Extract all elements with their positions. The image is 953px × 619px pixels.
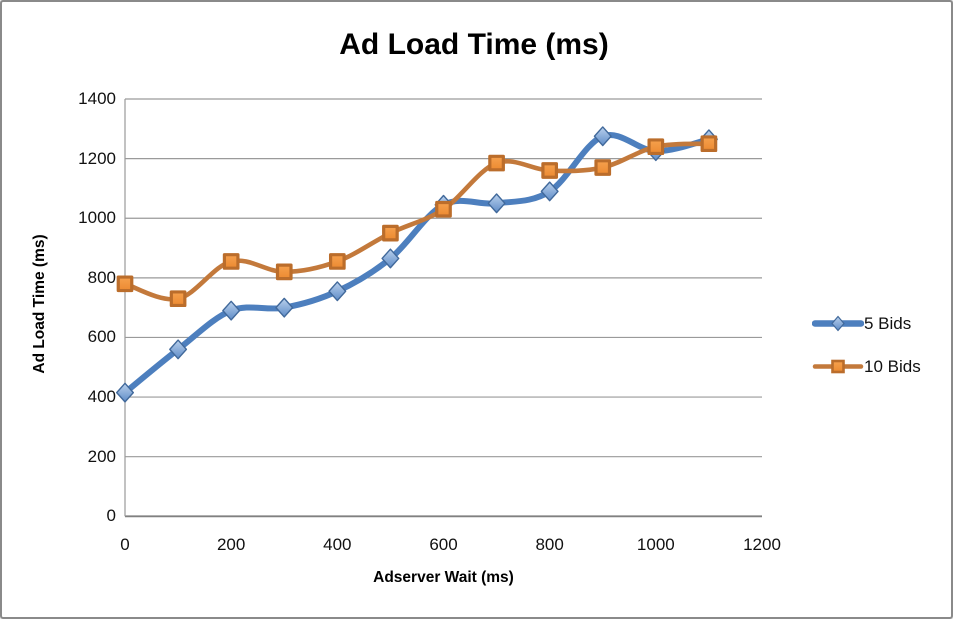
data-point-marker-diamond: [487, 193, 506, 214]
x-tick-label: 200: [216, 535, 246, 554]
y-tick-label: 400: [87, 387, 116, 407]
data-point-marker-square: [169, 290, 187, 308]
legend-item-10-bids: 10 Bids: [812, 356, 921, 377]
data-point-marker-square: [541, 162, 559, 179]
x-tick-label: 600: [429, 535, 458, 554]
legend-swatch-line-square-icon: [812, 359, 864, 374]
data-point-marker-diamond: [593, 126, 612, 147]
data-point-marker-square: [328, 253, 346, 270]
legend-item-5-bids: 5 Bids: [812, 313, 921, 334]
y-tick-label: 800: [87, 267, 116, 287]
y-tick-label: 0: [106, 506, 116, 526]
data-point-marker-square: [488, 154, 505, 172]
series-10-bids: [116, 135, 718, 308]
data-point-marker-diamond: [115, 382, 135, 403]
y-axis-title: Ad Load Time (ms): [31, 234, 48, 374]
data-point-marker-square: [700, 135, 718, 153]
x-axis-title: Adserver Wait (ms): [373, 569, 514, 586]
series-line: [122, 141, 712, 302]
data-point-marker-diamond: [222, 300, 241, 321]
x-tick-label: 0: [120, 535, 130, 554]
data-point-marker-diamond: [381, 248, 400, 269]
y-tick-label: 1200: [78, 148, 116, 168]
y-tick-label: 600: [87, 327, 116, 347]
series-line: [122, 131, 712, 396]
data-point-marker-square: [647, 138, 665, 156]
y-tick-label: 1400: [78, 89, 116, 108]
data-point-marker-square: [222, 253, 240, 270]
data-point-marker-square: [275, 263, 293, 281]
data-point-marker-diamond: [275, 297, 294, 318]
data-point-marker-diamond: [328, 281, 347, 302]
x-tick-label: 1200: [743, 535, 781, 554]
data-point-marker-diamond: [540, 181, 559, 202]
x-tick-label: 800: [535, 535, 564, 554]
legend-label: 10 Bids: [864, 356, 921, 376]
data-point-marker-square: [382, 224, 399, 242]
data-point-marker-diamond: [169, 339, 188, 360]
series-5-bids: [115, 126, 718, 403]
data-point-marker-square: [435, 200, 452, 218]
legend-swatch-line-diamond-icon: [812, 315, 864, 332]
data-point-marker-square: [116, 275, 134, 293]
x-tick-label: 400: [323, 535, 352, 554]
x-tick-label: 1000: [636, 535, 675, 554]
legend: 5 Bids 10 Bids: [812, 313, 921, 377]
legend-label: 5 Bids: [864, 313, 912, 333]
y-tick-label: 1000: [78, 208, 116, 228]
y-tick-label: 200: [87, 446, 116, 466]
chart-title: Ad Load Time (ms): [339, 28, 609, 61]
data-point-marker-square: [594, 159, 612, 176]
